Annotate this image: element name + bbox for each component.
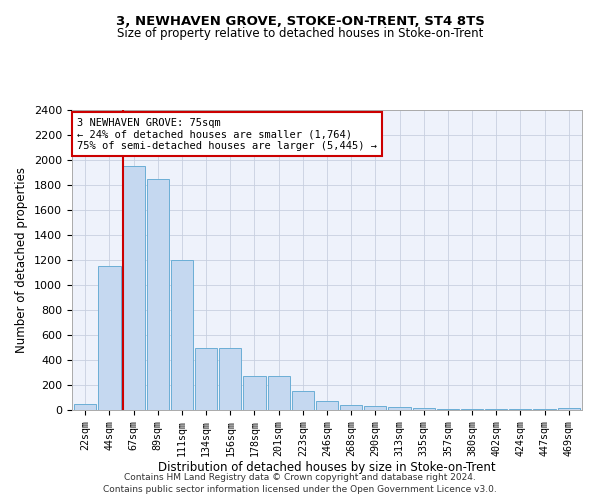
X-axis label: Distribution of detached houses by size in Stoke-on-Trent: Distribution of detached houses by size … — [158, 462, 496, 474]
Text: Contains public sector information licensed under the Open Government Licence v3: Contains public sector information licen… — [103, 485, 497, 494]
Bar — [509, 409, 532, 410]
Bar — [413, 408, 435, 410]
Text: 3, NEWHAVEN GROVE, STOKE-ON-TRENT, ST4 8TS: 3, NEWHAVEN GROVE, STOKE-ON-TRENT, ST4 8… — [116, 15, 484, 28]
Y-axis label: Number of detached properties: Number of detached properties — [16, 167, 28, 353]
Bar — [388, 407, 410, 410]
Bar — [98, 266, 121, 410]
Bar — [244, 376, 266, 410]
Bar — [268, 376, 290, 410]
Bar — [122, 166, 145, 410]
Bar — [316, 400, 338, 410]
Bar — [219, 348, 241, 410]
Bar — [146, 179, 169, 410]
Bar — [195, 348, 217, 410]
Bar — [340, 405, 362, 410]
Bar — [171, 260, 193, 410]
Bar — [364, 406, 386, 410]
Text: Contains HM Land Registry data © Crown copyright and database right 2024.: Contains HM Land Registry data © Crown c… — [124, 472, 476, 482]
Text: Size of property relative to detached houses in Stoke-on-Trent: Size of property relative to detached ho… — [117, 28, 483, 40]
Bar — [557, 408, 580, 410]
Bar — [533, 409, 556, 410]
Text: 3 NEWHAVEN GROVE: 75sqm
← 24% of detached houses are smaller (1,764)
75% of semi: 3 NEWHAVEN GROVE: 75sqm ← 24% of detache… — [77, 118, 377, 150]
Bar — [74, 404, 97, 410]
Bar — [292, 391, 314, 410]
